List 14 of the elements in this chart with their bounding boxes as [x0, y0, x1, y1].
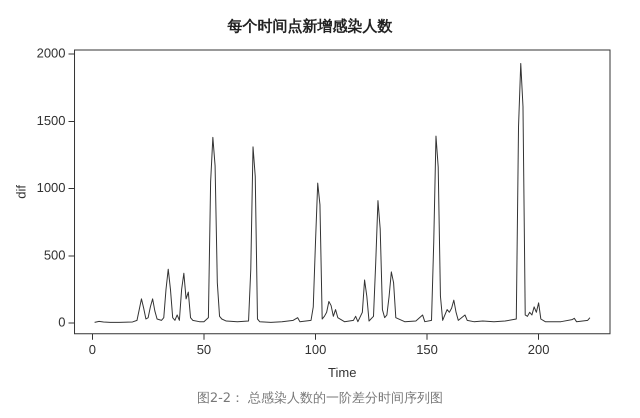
y-axis-title: dif	[13, 184, 28, 199]
y-tick-label: 1500	[36, 112, 66, 128]
x-tick-label: 0	[88, 342, 96, 358]
chart-title: 每个时间点新增感染人数	[226, 16, 394, 35]
y-tick-label: 500	[44, 247, 66, 262]
y-tick-label: 1000	[36, 180, 66, 196]
x-tick-label: 50	[196, 342, 212, 358]
x-axis-title: Time	[328, 364, 356, 380]
x-tick-label: 200	[528, 342, 550, 358]
y-tick-label: 0	[58, 314, 66, 330]
x-tick-label: 100	[304, 342, 326, 358]
caption: 图2-2： 总感染人数的一阶差分时间序列图	[196, 390, 444, 407]
x-tick-label: 150	[416, 342, 438, 358]
y-tick-label: 2000	[36, 46, 66, 61]
